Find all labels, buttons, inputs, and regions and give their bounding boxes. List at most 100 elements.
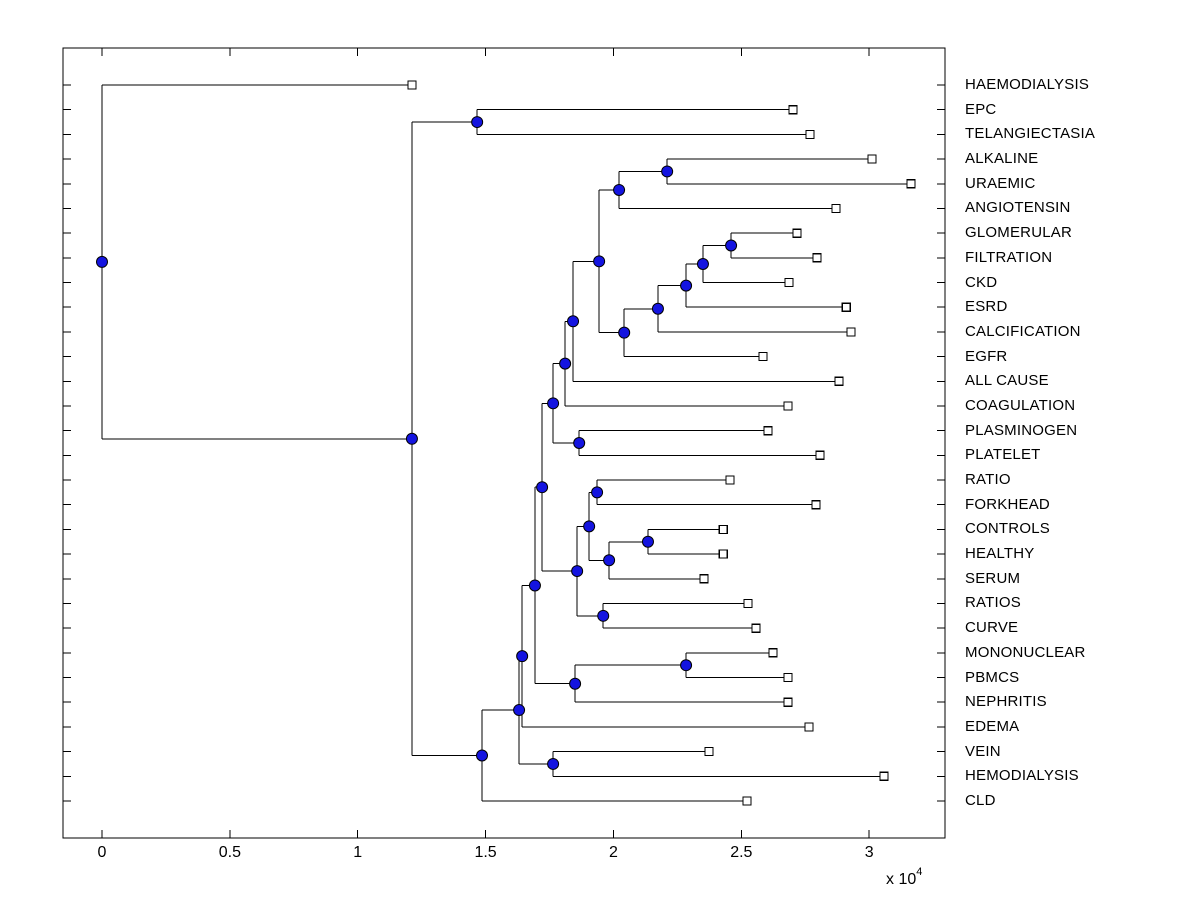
leaf-node-marker: [699, 574, 709, 584]
branch-node-marker: [618, 326, 631, 339]
leaf-node-marker: [783, 672, 793, 683]
leaf-label: URAEMIC: [965, 174, 1036, 192]
x-tick-label: 1.5: [474, 844, 497, 861]
plot-border: [62, 47, 946, 839]
leaf-node-marker: [407, 80, 417, 90]
branch-node-marker: [536, 481, 549, 494]
x-tick-label: 0.5: [218, 844, 241, 861]
branch-node-marker: [573, 437, 586, 449]
leaf-node-marker: [788, 105, 798, 115]
leaf-node-marker: [804, 722, 814, 732]
leaf-node-marker: [815, 450, 825, 460]
leaf-node-marker: [831, 203, 841, 214]
leaf-node-marker: [846, 327, 856, 337]
leaf-node-marker: [751, 623, 761, 633]
branch-node-marker: [405, 432, 418, 445]
axis-multiplier-exponent: 4: [916, 866, 923, 878]
leaf-node-marker: [784, 277, 794, 288]
branch-node-marker: [569, 677, 582, 690]
leaf-node-marker: [834, 376, 844, 386]
branch-node-marker: [583, 520, 596, 533]
branch-node-marker: [567, 315, 580, 328]
leaf-node-marker: [742, 796, 752, 806]
branch-node-marker: [597, 609, 610, 622]
leaf-label: EDEMA: [965, 717, 1020, 735]
leaf-label: FILTRATION: [965, 248, 1053, 266]
leaf-label: CONTROLS: [965, 520, 1050, 538]
leaf-label: ALKALINE: [965, 150, 1039, 168]
branch-node-marker: [593, 255, 606, 268]
x-tick-label: 2.5: [730, 844, 753, 861]
branch-node-marker: [516, 650, 529, 663]
leaf-label: RATIO: [965, 471, 1011, 489]
leaf-node-marker: [758, 351, 768, 362]
leaf-label: GLOMERULAR: [965, 224, 1073, 242]
leaf-label: EGFR: [965, 347, 1008, 365]
branch-node-marker: [513, 704, 526, 717]
branch-node-marker: [95, 255, 108, 268]
x-tick-label: 0: [97, 844, 107, 861]
branch-node-marker: [696, 258, 709, 271]
leaf-node-marker: [718, 549, 728, 559]
leaf-node-marker: [718, 524, 728, 535]
branch-node-marker: [651, 302, 664, 315]
leaf-label: NEPHRITIS: [965, 693, 1047, 711]
leaf-node-marker: [841, 302, 851, 312]
leaf-label: ESRD: [965, 298, 1008, 316]
leaf-label: ALL CAUSE: [965, 372, 1049, 390]
branch-node-marker: [591, 486, 604, 499]
leaf-node-marker: [811, 500, 821, 510]
branch-node-marker: [547, 757, 560, 770]
leaf-label: SERUM: [965, 569, 1021, 587]
axis-multiplier-prefix: x 10: [886, 871, 917, 888]
branch-node-marker: [547, 397, 560, 410]
leaf-label: HEMODIALYSIS: [965, 767, 1079, 785]
leaf-node-marker: [704, 746, 714, 757]
leaf-label: CALCIFICATION: [965, 322, 1081, 340]
leaf-label: MONONUCLEAR: [965, 643, 1086, 661]
leaf-node-marker: [879, 771, 889, 781]
leaf-label: VEIN: [965, 742, 1001, 760]
branch-node-marker: [476, 749, 489, 762]
x-tick-label: 3: [864, 844, 874, 861]
leaf-node-marker: [867, 154, 877, 164]
branch-node-marker: [613, 183, 626, 196]
branch-node-marker: [680, 659, 693, 672]
branch-node-marker: [603, 554, 616, 567]
leaf-label: PLASMINOGEN: [965, 421, 1078, 439]
axis-multiplier-label: x 104: [886, 866, 922, 889]
leaf-label: CURVE: [965, 619, 1019, 637]
leaf-node-marker: [792, 228, 802, 238]
leaf-node-marker: [812, 253, 822, 263]
leaf-label: RATIOS: [965, 594, 1021, 612]
leaf-label: EPC: [965, 100, 997, 118]
leaf-label: ANGIOTENSIN: [965, 199, 1071, 217]
leaf-node-marker: [906, 179, 916, 189]
branch-node-marker: [641, 535, 654, 548]
leaf-label: TELANGIECTASIA: [965, 125, 1096, 143]
leaf-label: COAGULATION: [965, 396, 1076, 414]
leaf-label: FORKHEAD: [965, 495, 1050, 513]
branch-node-marker: [528, 579, 541, 592]
leaf-node-marker: [783, 697, 793, 707]
leaf-label: HEALTHY: [965, 545, 1035, 563]
leaf-node-marker: [743, 598, 753, 609]
leaf-node-marker: [725, 475, 735, 485]
branch-node-marker: [725, 239, 738, 252]
branch-node-marker: [471, 116, 484, 129]
leaf-label: HAEMODIALYSIS: [965, 76, 1090, 94]
leaf-label: CKD: [965, 273, 998, 291]
leaf-node-marker: [783, 401, 793, 411]
leaf-node-marker: [763, 426, 773, 436]
x-tick-label: 1: [353, 844, 363, 861]
branch-node-marker: [661, 165, 674, 178]
x-tick-label: 2: [608, 844, 618, 861]
leaf-label: PLATELET: [965, 446, 1041, 464]
branch-node-marker: [559, 357, 572, 370]
branch-node-marker: [680, 279, 693, 292]
leaf-label: CLD: [965, 791, 996, 809]
leaf-node-marker: [768, 648, 778, 658]
leaf-label: PBMCS: [965, 668, 1020, 686]
